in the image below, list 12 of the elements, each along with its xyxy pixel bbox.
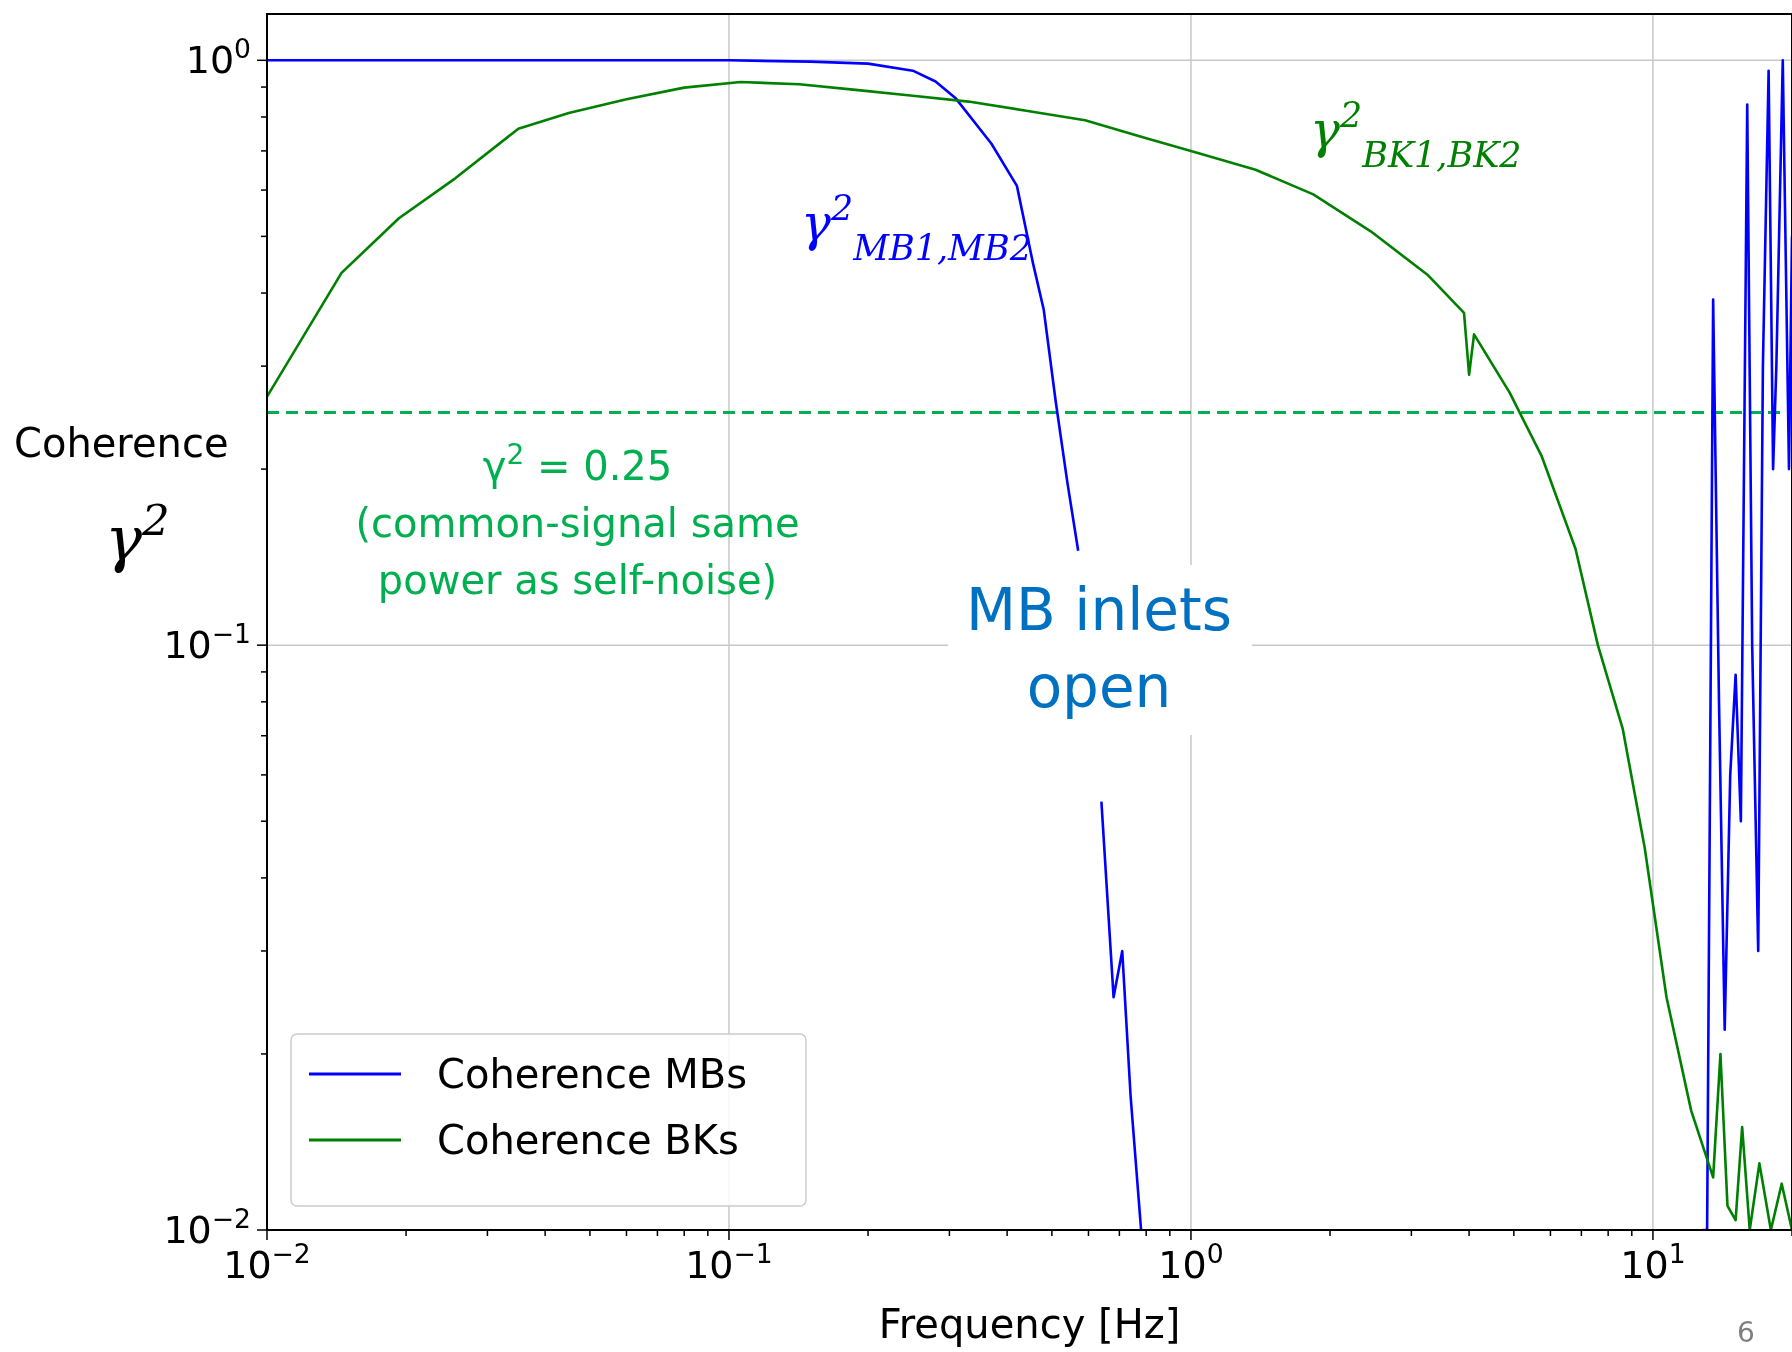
x-tick-label: 10$^{1}$: [1620, 1237, 1686, 1287]
annotation: γ$^{2}$ = 0.25 (common-signal same power as self-noise): [355, 437, 800, 604]
legend-label: Coherence BKs: [437, 1117, 739, 1163]
x-axis-title: Frequency [Hz]: [878, 1301, 1181, 1347]
x-tick-label: 10$^{−1}$: [685, 1237, 773, 1287]
y-tick-label: 10$^{0}$: [185, 32, 251, 83]
x-tick-label: 10$^{0}$: [1158, 1237, 1224, 1287]
legend-label: Coherence MBs: [437, 1051, 747, 1097]
text: 6: [1737, 1316, 1755, 1349]
y-axis-title: Coherence γ$^{2}$: [14, 420, 229, 575]
annotation: MB inlets open: [966, 576, 1232, 721]
y-tick-label: 10$^{−1}$: [163, 617, 251, 668]
